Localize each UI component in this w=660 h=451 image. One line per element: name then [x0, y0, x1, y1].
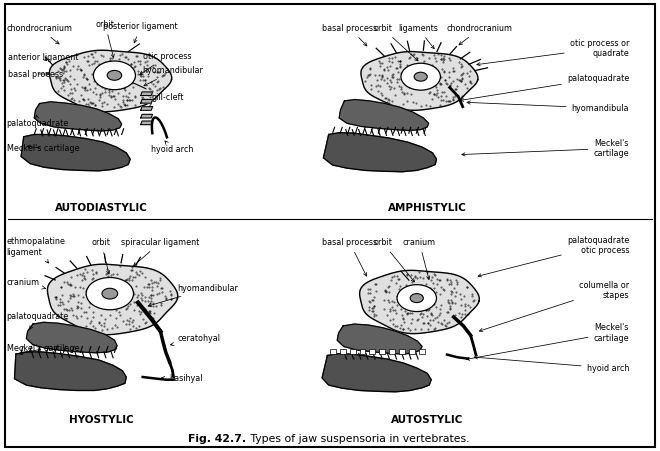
Bar: [418, 349, 424, 354]
Text: ceratohyal: ceratohyal: [170, 334, 220, 346]
Text: palatoquadrate: palatoquadrate: [461, 74, 629, 101]
Text: orbit: orbit: [92, 238, 111, 274]
Text: spiracular ligament: spiracular ligament: [121, 238, 199, 266]
Bar: [370, 349, 376, 354]
Circle shape: [86, 277, 133, 310]
Text: AUTODIASTYLIC: AUTODIASTYLIC: [55, 202, 148, 212]
Text: anterior ligament: anterior ligament: [8, 53, 79, 62]
Text: hyoid arch: hyoid arch: [475, 356, 629, 373]
Text: hyomandibular: hyomandibular: [143, 66, 203, 86]
Text: orbit: orbit: [96, 20, 115, 57]
Text: Meckel's
cartilage: Meckel's cartilage: [462, 139, 629, 158]
Polygon shape: [141, 115, 152, 118]
Polygon shape: [339, 100, 428, 130]
Text: otic process: otic process: [140, 51, 191, 74]
Circle shape: [401, 63, 440, 90]
Polygon shape: [323, 133, 436, 172]
Text: chondrocranium: chondrocranium: [7, 24, 73, 44]
Bar: [379, 349, 385, 354]
Polygon shape: [360, 270, 479, 334]
Text: palatoquadrate
otic process: palatoquadrate otic process: [478, 236, 629, 277]
Polygon shape: [50, 50, 172, 112]
Text: cranium: cranium: [7, 278, 46, 289]
Text: ligaments: ligaments: [398, 24, 438, 49]
Polygon shape: [337, 324, 422, 354]
Text: orbit: orbit: [373, 24, 418, 61]
Text: orbit: orbit: [373, 238, 414, 282]
Text: AUTOSTYLIC: AUTOSTYLIC: [391, 415, 463, 425]
Text: basal process: basal process: [322, 238, 378, 276]
Polygon shape: [48, 264, 178, 335]
Bar: [360, 349, 366, 354]
Circle shape: [414, 72, 427, 81]
Text: basihyal: basihyal: [162, 374, 203, 383]
Polygon shape: [322, 354, 431, 392]
Polygon shape: [141, 121, 152, 124]
Bar: [409, 349, 414, 354]
Text: hyomandibula: hyomandibula: [467, 101, 629, 113]
Polygon shape: [34, 102, 121, 131]
Bar: [350, 349, 356, 354]
Polygon shape: [21, 134, 130, 171]
Text: palatoquadrate: palatoquadrate: [7, 115, 69, 128]
Polygon shape: [141, 100, 152, 103]
Bar: [389, 349, 395, 354]
Circle shape: [102, 288, 117, 299]
Text: basal process: basal process: [8, 69, 63, 78]
Text: Meckel's cartilage: Meckel's cartilage: [7, 344, 79, 355]
Polygon shape: [26, 322, 117, 353]
Text: palatoquadrate: palatoquadrate: [7, 312, 69, 329]
Text: Meckel's cartilage: Meckel's cartilage: [7, 144, 79, 153]
Bar: [330, 349, 336, 354]
Text: otic process or
quadrate: otic process or quadrate: [477, 39, 629, 66]
Text: Types of jaw suspensoria in vertebrates.: Types of jaw suspensoria in vertebrates.: [248, 434, 470, 444]
Bar: [399, 349, 405, 354]
Text: HYOSTYLIC: HYOSTYLIC: [69, 415, 134, 425]
Text: columella or
stapes: columella or stapes: [479, 281, 629, 331]
Circle shape: [410, 294, 423, 303]
Polygon shape: [141, 92, 152, 96]
Circle shape: [397, 285, 436, 312]
Text: chondrocranium: chondrocranium: [447, 24, 513, 45]
Text: hyoid arch: hyoid arch: [151, 141, 193, 154]
Polygon shape: [15, 352, 126, 391]
Bar: [340, 349, 346, 354]
Text: posterior ligament: posterior ligament: [104, 23, 178, 43]
Text: Fig. 42.7.: Fig. 42.7.: [187, 434, 246, 444]
Text: Meckel's
cartilage: Meckel's cartilage: [467, 323, 629, 360]
Text: cranium: cranium: [403, 238, 436, 279]
Text: AMPHISTYLIC: AMPHISTYLIC: [388, 202, 467, 212]
Text: gill-cleft: gill-cleft: [149, 93, 183, 106]
Circle shape: [107, 70, 121, 80]
Polygon shape: [361, 51, 478, 110]
Polygon shape: [141, 107, 152, 110]
Text: hyomandibular: hyomandibular: [148, 284, 238, 307]
Text: ethmopalatine
ligament: ethmopalatine ligament: [7, 237, 65, 263]
Text: basal process: basal process: [322, 24, 378, 46]
Circle shape: [94, 61, 135, 90]
